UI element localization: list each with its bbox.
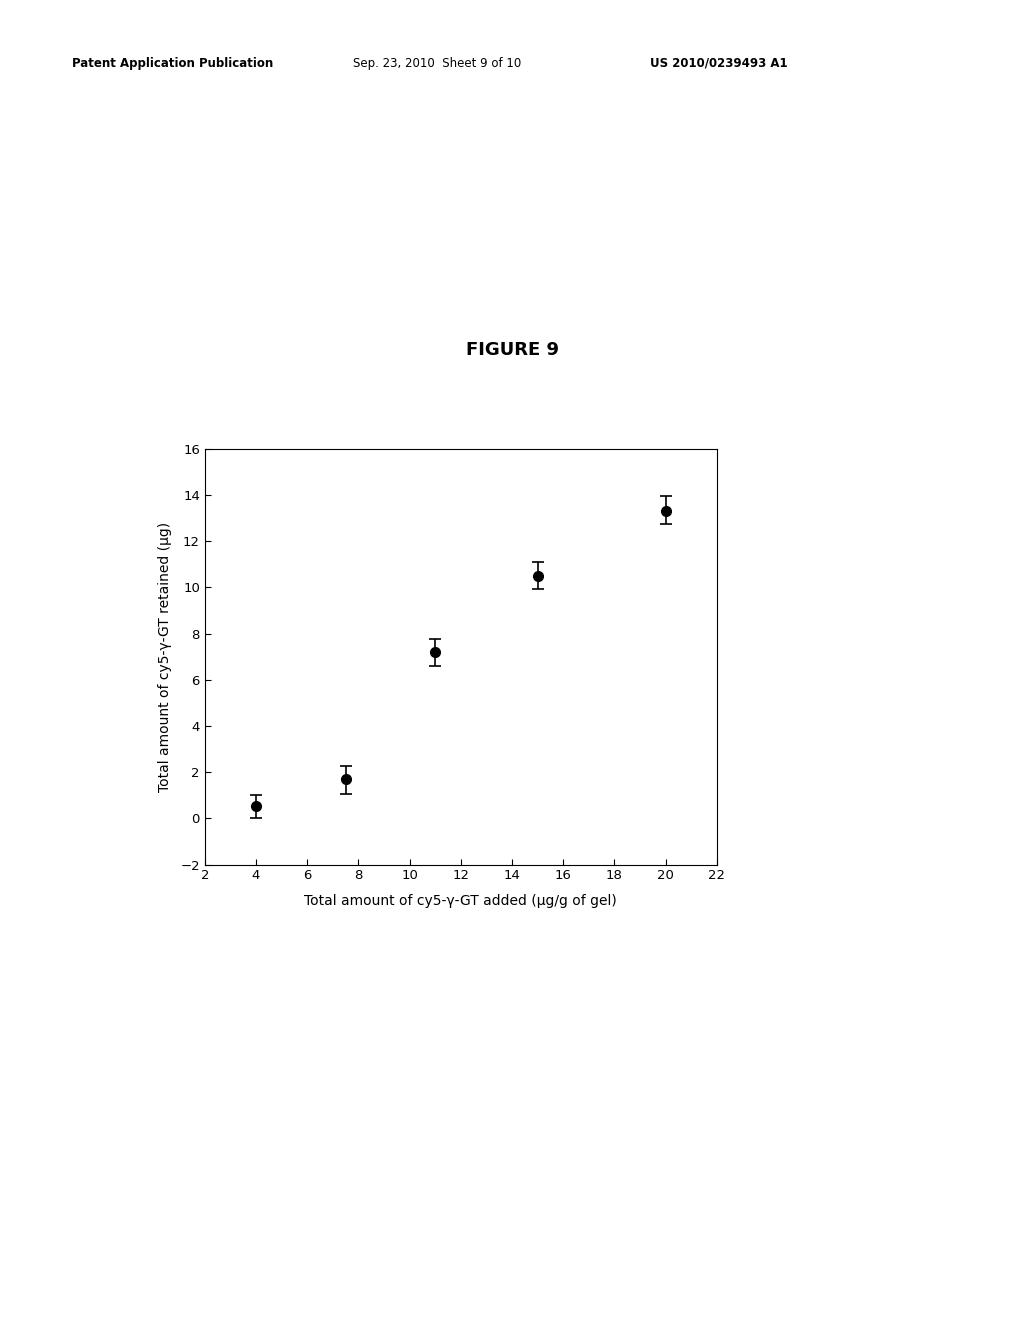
Text: Sep. 23, 2010  Sheet 9 of 10: Sep. 23, 2010 Sheet 9 of 10 [353, 57, 521, 70]
Text: FIGURE 9: FIGURE 9 [466, 341, 558, 359]
Text: Patent Application Publication: Patent Application Publication [72, 57, 273, 70]
Text: US 2010/0239493 A1: US 2010/0239493 A1 [650, 57, 787, 70]
X-axis label: Total amount of cy5-γ-GT added (μg/g of gel): Total amount of cy5-γ-GT added (μg/g of … [304, 894, 617, 908]
Y-axis label: Total amount of cy5-γ-GT retained (μg): Total amount of cy5-γ-GT retained (μg) [158, 521, 172, 792]
